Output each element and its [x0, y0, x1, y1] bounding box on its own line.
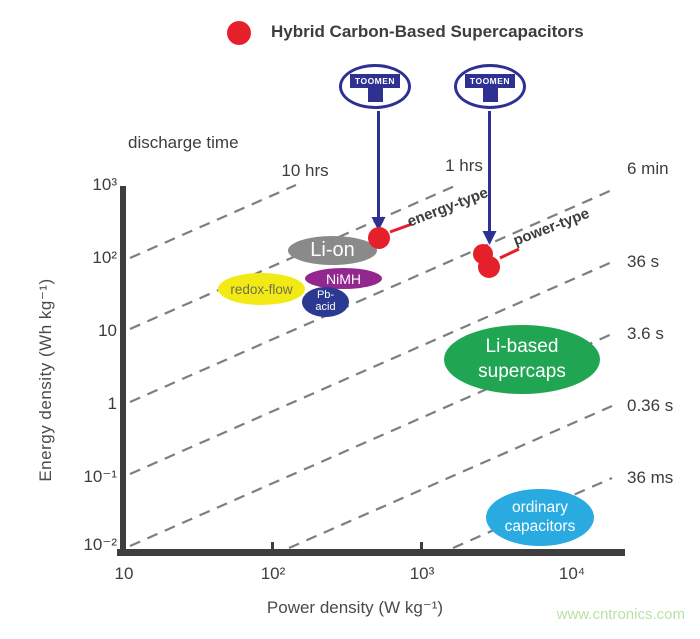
- watermark-text: www.cntronics.com: [556, 606, 685, 623]
- guide-label-6min: 6 min: [627, 159, 669, 178]
- toomen-logo-power: TOOMEN: [454, 64, 526, 109]
- region-li-on: Li-on: [288, 236, 377, 265]
- hybrid-point-energy-type: [368, 227, 390, 249]
- legend-marker-dot: [227, 21, 251, 45]
- y-axis-title: Energy density (Wh kg⁻¹): [36, 278, 55, 482]
- x-axis-tick-1000: [420, 542, 423, 549]
- region-pb-acid-label-line1: Pb-: [316, 289, 335, 302]
- guide-line-36s: [129, 260, 613, 476]
- region-pb-acid-label-line2: acid: [315, 301, 336, 313]
- guide-label-1hrs: 1 hrs: [445, 156, 483, 175]
- x-axis-title: Power density (W kg⁻¹): [266, 598, 444, 617]
- toomen-logo-power-wordmark: TOOMEN: [465, 74, 515, 88]
- toomen-logo-power-t-stem: [482, 88, 498, 102]
- hybrid-point-power-type-lower: [478, 256, 500, 278]
- toomen-logo-energy: TOOMEN: [339, 64, 411, 109]
- guide-label-3.6s: 3.6 s: [627, 324, 664, 343]
- arrow-power-type-head: [482, 231, 497, 245]
- energy-type-connector: [389, 222, 413, 234]
- region-redox-flow: redox-flow: [218, 273, 305, 305]
- y-tick-1e0: 1: [107, 394, 117, 413]
- x-axis-tick-100: [271, 542, 274, 549]
- region-ordinary-capacitors: ordinary capacitors: [486, 489, 594, 546]
- x-tick-1e4: 10⁴: [558, 564, 586, 583]
- guide-label-0.36s: 0.36 s: [627, 396, 674, 415]
- region-li-on-label: Li-on: [310, 239, 355, 261]
- region-li-based-label-line2: supercaps: [478, 360, 566, 382]
- guide-label-10hrs: 10 hrs: [281, 161, 329, 180]
- y-tick-1e1: 10: [98, 321, 117, 340]
- region-li-based-supercaps: Li-based supercaps: [444, 325, 600, 394]
- y-axis-line: [120, 186, 126, 556]
- guide-line-0.36s: [288, 404, 613, 550]
- region-ordinary-label-line2: capacitors: [504, 517, 576, 535]
- guide-line-10hrs: [129, 183, 297, 260]
- x-tick-1e1: 10: [114, 564, 134, 583]
- x-tick-1e3: 10³: [409, 564, 435, 583]
- y-tick-1e-2: 10⁻²: [83, 535, 117, 554]
- y-tick-1e2: 10²: [92, 248, 117, 267]
- guide-line-6min: [129, 188, 613, 404]
- x-tick-1e2: 10²: [260, 564, 286, 583]
- region-li-based-label-line1: Li-based: [485, 335, 559, 357]
- y-tick-1e-1: 10⁻¹: [83, 467, 117, 486]
- power-type-connector: [499, 247, 520, 260]
- region-nimh-label: NiMH: [326, 270, 361, 287]
- guide-label-36s: 36 s: [627, 252, 660, 271]
- toomen-logo-energy-wordmark: TOOMEN: [350, 74, 400, 88]
- region-redox-flow-label: redox-flow: [230, 281, 293, 297]
- y-tick-1e3: 10³: [92, 175, 117, 194]
- region-ordinary-label-line1: ordinary: [512, 498, 568, 516]
- discharge-time-label: discharge time: [128, 133, 239, 152]
- region-pb-acid: Pb- acid: [302, 287, 349, 317]
- x-axis-line: [117, 549, 625, 556]
- region-nimh: NiMH: [305, 268, 382, 289]
- arrow-energy-type-head: [371, 217, 386, 231]
- toomen-logo-energy-t-stem: [367, 88, 383, 102]
- legend-label: Hybrid Carbon-Based Supercapacitors: [271, 22, 584, 41]
- guide-label-36ms: 36 ms: [627, 468, 674, 487]
